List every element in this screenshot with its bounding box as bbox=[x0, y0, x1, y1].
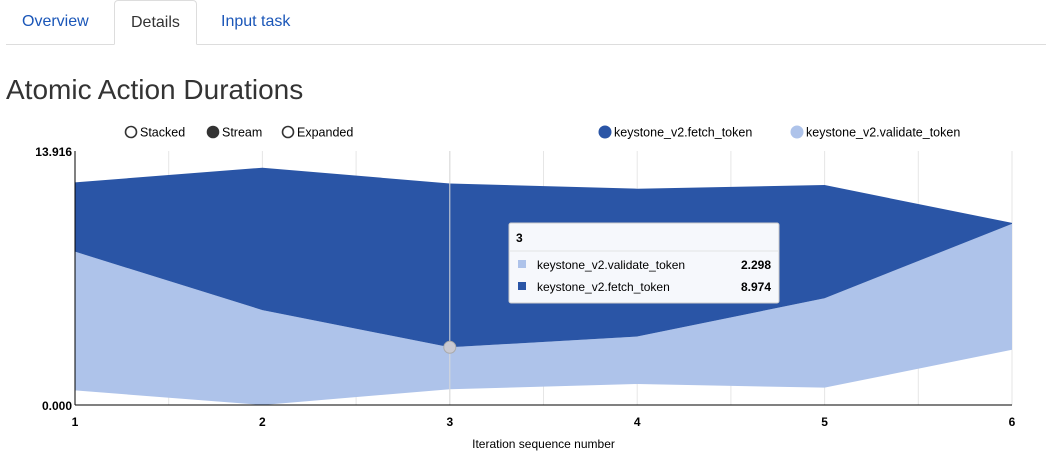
tooltip-value: 2.298 bbox=[741, 258, 771, 272]
control-label: Expanded bbox=[297, 126, 353, 140]
tab-overview[interactable]: Overview bbox=[22, 13, 89, 30]
tab-input-task[interactable]: Input task bbox=[221, 13, 291, 30]
control-radio-icon bbox=[124, 125, 138, 139]
control-label: Stream bbox=[222, 126, 262, 140]
tooltip-header: 3 bbox=[516, 231, 523, 245]
tooltip-value: 8.974 bbox=[741, 280, 771, 294]
control-expanded[interactable]: Expanded bbox=[281, 125, 354, 140]
x-tick-label: 3 bbox=[446, 415, 453, 429]
page-title: Atomic Action Durations bbox=[6, 74, 304, 105]
hover-point bbox=[443, 340, 457, 354]
legend-swatch-icon bbox=[790, 125, 804, 139]
y-tick-label: 13.916 bbox=[35, 145, 72, 159]
tooltip-series-name: keystone_v2.validate_token bbox=[537, 258, 685, 272]
tab-bar: Overview Details Input task bbox=[6, 0, 1046, 45]
chart-tooltip: 3 keystone_v2.validate_token 2.298 keystone… bbox=[508, 222, 780, 304]
control-stacked[interactable]: Stacked bbox=[124, 125, 186, 140]
legend-label: keystone_v2.validate_token bbox=[806, 126, 960, 140]
series-area-validate-token[interactable] bbox=[75, 223, 1012, 405]
legend-item[interactable]: keystone_v2.fetch_token bbox=[598, 125, 752, 140]
chart-mode-controls: Stacked Stream Expanded bbox=[124, 125, 354, 140]
tab-details[interactable]: Details bbox=[114, 0, 197, 45]
control-radio-icon bbox=[206, 125, 220, 139]
x-tick-label: 5 bbox=[821, 415, 828, 429]
x-tick-label: 2 bbox=[259, 415, 266, 429]
x-axis-title: Iteration sequence number bbox=[472, 437, 615, 451]
tooltip-box bbox=[508, 222, 780, 304]
x-tick-label: 4 bbox=[634, 415, 641, 429]
legend-label: keystone_v2.fetch_token bbox=[614, 126, 752, 140]
legend-item[interactable]: keystone_v2.validate_token bbox=[790, 125, 960, 140]
chart-legend: keystone_v2.fetch_token keystone_v2.valid… bbox=[598, 125, 960, 140]
tooltip-swatch-icon bbox=[518, 260, 526, 268]
legend-swatch-icon bbox=[598, 125, 612, 139]
y-tick-label: 0.000 bbox=[42, 399, 72, 413]
control-stream[interactable]: Stream bbox=[206, 125, 263, 140]
x-tick-label: 1 bbox=[72, 415, 79, 429]
tooltip-swatch-icon bbox=[518, 282, 526, 290]
x-tick-label: 6 bbox=[1009, 415, 1016, 429]
control-label: Stacked bbox=[140, 126, 185, 140]
tooltip-series-name: keystone_v2.fetch_token bbox=[537, 280, 670, 294]
control-radio-icon bbox=[281, 125, 295, 139]
